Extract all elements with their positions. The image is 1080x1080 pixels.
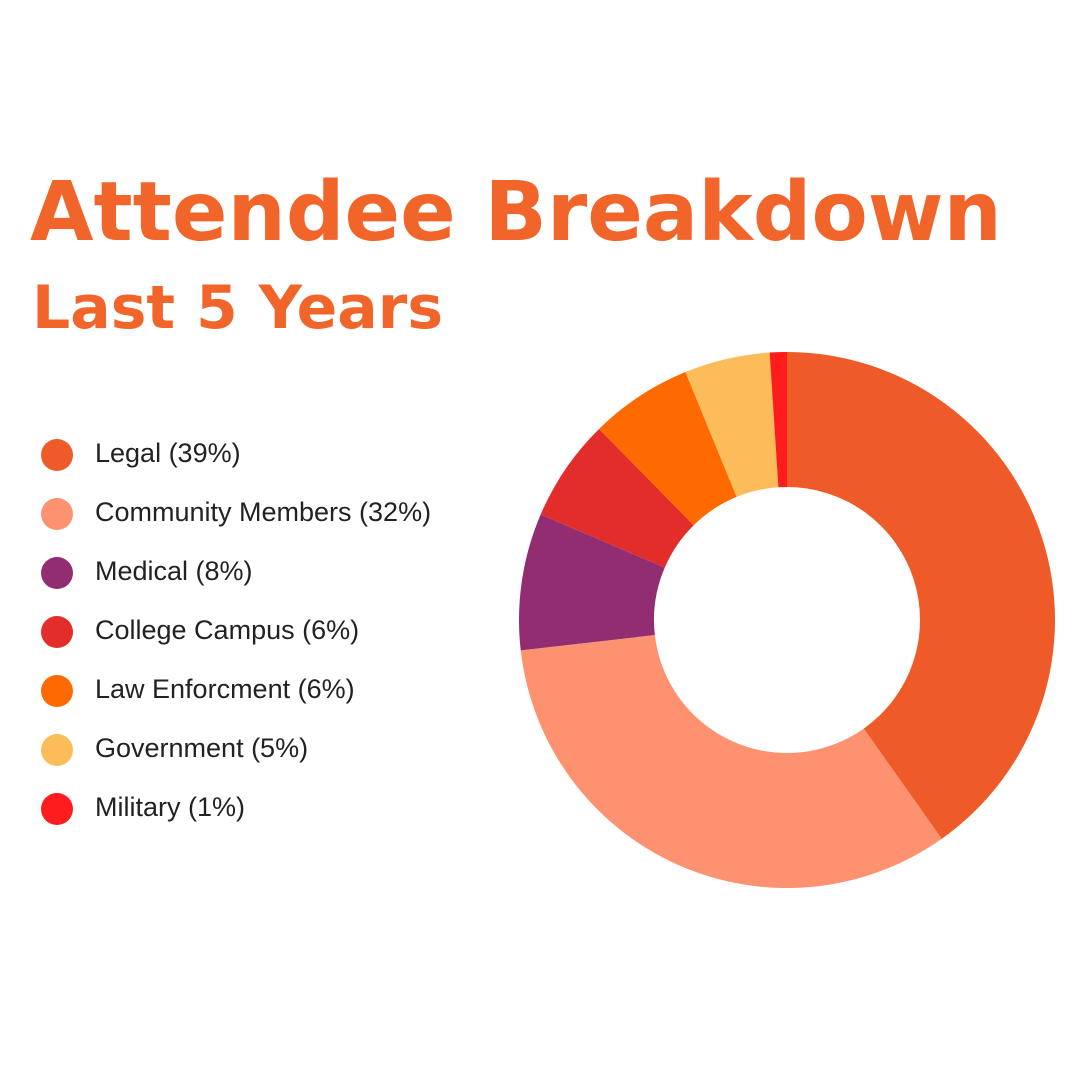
legend-label: Medical (8%): [95, 556, 253, 586]
legend-swatch: [41, 734, 73, 766]
slice: [599, 371, 737, 526]
slice: [787, 352, 1055, 839]
slice: [519, 514, 665, 651]
legend-label: Legal (39%): [95, 438, 241, 468]
legend-swatch: [41, 793, 73, 825]
slice: [769, 352, 787, 488]
legend-swatch: [41, 616, 73, 648]
slice: [540, 428, 694, 568]
legend-label: Law Enforcment (6%): [95, 674, 355, 704]
legend-label: College Campus (6%): [95, 615, 359, 645]
legend-label: Military (1%): [95, 792, 245, 822]
slice: [520, 635, 942, 888]
legend-swatch: [41, 557, 73, 589]
slice: [685, 352, 779, 497]
legend-swatch: [41, 439, 73, 471]
chart-title: Attendee Breakdown: [30, 165, 1002, 260]
legend-label: Community Members (32%): [95, 497, 431, 527]
legend-swatch: [41, 498, 73, 530]
legend-label: Government (5%): [95, 733, 308, 763]
legend-swatch: [41, 675, 73, 707]
chart-subtitle: Last 5 Years: [32, 273, 443, 343]
